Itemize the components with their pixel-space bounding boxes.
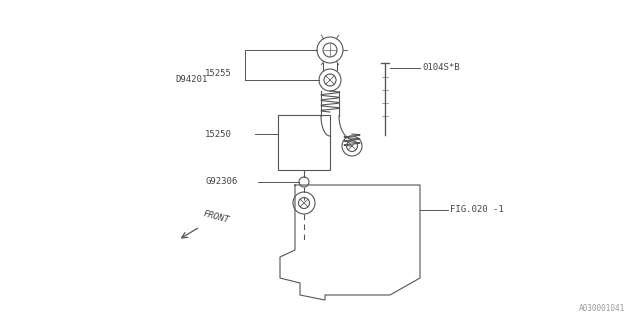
Text: FRONT: FRONT <box>202 209 230 225</box>
Text: D94201: D94201 <box>175 76 207 84</box>
Text: 15255: 15255 <box>205 68 232 77</box>
Text: A030001041: A030001041 <box>579 304 625 313</box>
Text: 15250: 15250 <box>205 130 232 139</box>
Text: FIG.020 -1: FIG.020 -1 <box>450 205 504 214</box>
Text: G92306: G92306 <box>205 178 237 187</box>
Bar <box>278 115 330 170</box>
Text: 0104S*B: 0104S*B <box>422 63 460 73</box>
